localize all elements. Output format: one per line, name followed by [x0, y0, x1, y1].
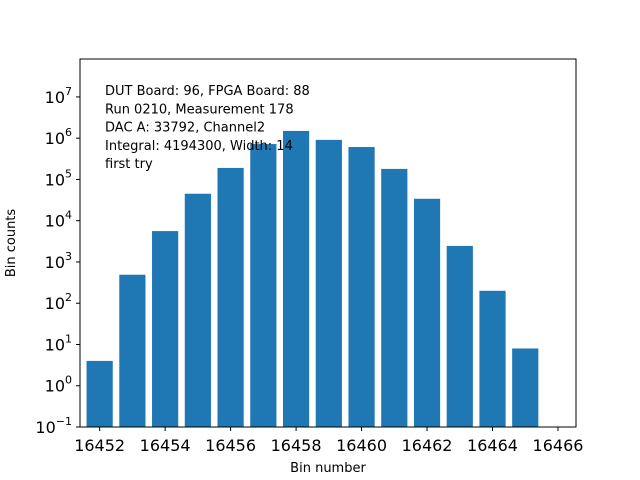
bar	[348, 147, 375, 427]
y-tick-label: 105	[45, 167, 72, 189]
bar	[119, 274, 146, 427]
x-tick-label: 16454	[140, 436, 191, 455]
tick-base: 10	[45, 129, 65, 148]
annotation: Run 0210, Measurement 178	[105, 102, 294, 117]
tick-exponent: 4	[65, 209, 72, 222]
x-tick-label: 16460	[336, 436, 387, 455]
bar	[381, 168, 408, 427]
bar	[152, 231, 179, 427]
tick-exponent: 1	[65, 332, 72, 345]
y-tick-label: 107	[45, 85, 72, 107]
tick-base: 10	[45, 377, 65, 396]
x-tick-label: 16462	[402, 436, 453, 455]
bar	[217, 167, 244, 427]
y-tick-label: 102	[45, 291, 72, 313]
bar	[250, 144, 277, 427]
tick-exponent: 6	[65, 126, 72, 139]
tick-base: 10	[35, 418, 55, 437]
y-axis-label: Bin counts	[4, 209, 19, 278]
tick-exponent: −1	[56, 415, 72, 428]
y-tick-label: 10−1	[35, 415, 72, 437]
tick-exponent: 5	[65, 167, 72, 180]
x-tick-label: 16464	[467, 436, 518, 455]
tick-exponent: 2	[65, 291, 72, 304]
x-tick-label: 16466	[533, 436, 584, 455]
x-axis-label: Bin number	[290, 461, 366, 476]
y-tick-label: 103	[45, 250, 72, 272]
tick-base: 10	[45, 88, 65, 107]
annotation: DUT Board: 96, FPGA Board: 88	[105, 84, 310, 99]
bar	[446, 245, 473, 427]
x-tick-label: 16458	[271, 436, 322, 455]
bar	[282, 130, 310, 427]
y-tick-label: 106	[45, 126, 72, 148]
tick-base: 10	[45, 335, 65, 354]
plot-frame	[79, 58, 577, 428]
bar	[479, 290, 506, 427]
tick-base: 10	[45, 212, 65, 231]
annotation: Integral: 4194300, Width: 14	[105, 139, 293, 154]
x-tick-label: 16456	[205, 436, 256, 455]
bar	[315, 139, 342, 428]
annotation: DAC A: 33792, Channel2	[105, 121, 265, 136]
bar	[86, 360, 113, 427]
tick-base: 10	[45, 253, 65, 272]
annotation: first try	[105, 157, 153, 172]
y-tick-label: 100	[45, 374, 72, 396]
tick-base: 10	[45, 294, 65, 313]
bar	[512, 348, 539, 427]
bar	[413, 198, 441, 427]
tick-exponent: 7	[65, 85, 72, 98]
y-tick-label: 104	[45, 209, 72, 231]
y-tick-label: 101	[45, 332, 72, 354]
bar	[184, 193, 211, 427]
tick-base: 10	[45, 170, 65, 189]
tick-exponent: 3	[65, 250, 72, 263]
tick-exponent: 0	[65, 374, 72, 387]
x-tick-label: 16452	[74, 436, 125, 455]
